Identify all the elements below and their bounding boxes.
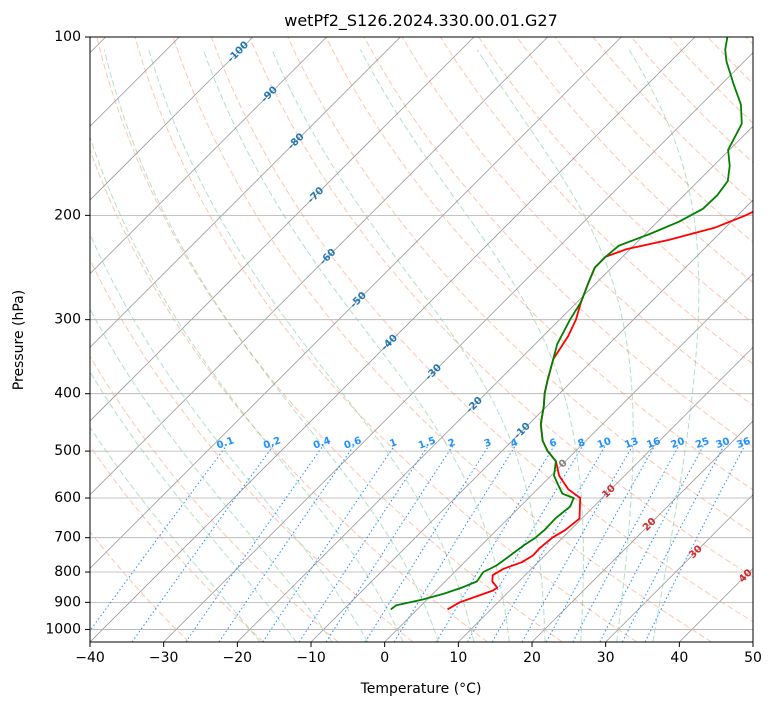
y-axis: 100 200 300 400 500 600 700 800 900 1000 bbox=[45, 29, 90, 637]
mixing-ratio-line bbox=[262, 445, 395, 642]
x-tick-label: 10 bbox=[449, 650, 467, 666]
mixing-ratio-line bbox=[621, 445, 725, 642]
mixing-ratio-label: 2 bbox=[447, 437, 457, 450]
moist-adiabat bbox=[148, 49, 475, 642]
mixing-ratio-line bbox=[521, 445, 633, 642]
dry-adiabat bbox=[90, 148, 488, 642]
isotherm bbox=[90, 37, 696, 642]
moist-adiabat bbox=[628, 49, 700, 642]
y-tick-label: 1000 bbox=[45, 621, 81, 637]
x-tick-label: −20 bbox=[223, 650, 253, 666]
sounding-lines bbox=[390, 37, 753, 611]
dry-adiabat bbox=[439, 37, 753, 365]
dry-adiabat bbox=[90, 531, 190, 642]
y-axis-label: Pressure (hPa) bbox=[11, 290, 27, 390]
background-lines bbox=[90, 37, 753, 642]
isotherm bbox=[90, 37, 254, 201]
x-tick-label: −30 bbox=[149, 650, 179, 666]
mixing-ratio-label: 36 bbox=[735, 436, 752, 451]
dry-adiabat bbox=[90, 355, 339, 642]
y-tick-label: 900 bbox=[54, 594, 81, 610]
y-tick-label: 800 bbox=[54, 564, 81, 580]
mixing-ratio-label: 6 bbox=[548, 437, 558, 450]
y-tick-label: 600 bbox=[54, 490, 81, 506]
mixing-ratio-label: 1 bbox=[388, 437, 398, 450]
y-tick-label: 700 bbox=[54, 530, 81, 546]
dry-adiabat bbox=[172, 37, 712, 642]
mixing-ratio-line bbox=[325, 445, 454, 642]
dry-adiabat bbox=[516, 37, 753, 284]
moist-adiabat bbox=[271, 49, 546, 642]
y-tick-label: 300 bbox=[54, 312, 81, 328]
isotherm bbox=[90, 37, 327, 275]
x-tick-label: −40 bbox=[75, 650, 105, 666]
mixing-ratio-line bbox=[185, 445, 324, 642]
y-tick-label: 200 bbox=[54, 207, 81, 223]
x-tick-label: 40 bbox=[670, 650, 688, 666]
mixing-ratio-line bbox=[644, 445, 746, 642]
y-tick-label: 500 bbox=[54, 443, 81, 459]
mixing-ratio-label: 13 bbox=[623, 436, 640, 451]
mixing-ratio-line bbox=[467, 445, 584, 642]
dry-adiabat bbox=[90, 445, 264, 642]
mixing-ratio-line bbox=[364, 445, 490, 642]
mixing-ratio-line bbox=[393, 445, 516, 642]
dry-adiabat bbox=[325, 37, 753, 491]
isotherm bbox=[163, 52, 753, 642]
isotherm bbox=[90, 37, 548, 496]
y-tick-label: 100 bbox=[54, 29, 81, 45]
moist-adiabat bbox=[202, 49, 510, 642]
x-tick-label: 20 bbox=[523, 650, 541, 666]
dry-adiabat bbox=[134, 37, 638, 642]
dry-adiabat bbox=[401, 37, 753, 406]
plot-frame bbox=[89, 36, 754, 643]
mixing-ratio-label: 20 bbox=[669, 436, 686, 451]
moist-adiabat bbox=[90, 426, 261, 642]
dry-adiabat bbox=[96, 37, 563, 642]
mixing-ratio-line bbox=[298, 445, 429, 642]
isotherm bbox=[458, 346, 753, 642]
mixing-ratio-label: 25 bbox=[694, 436, 711, 451]
isotherm bbox=[90, 37, 475, 422]
moist-adiabat bbox=[90, 308, 333, 642]
isotherm bbox=[605, 494, 753, 642]
x-tick-label: 50 bbox=[744, 650, 762, 666]
mixing-ratio-label: 3 bbox=[483, 437, 493, 450]
dewpoint-line bbox=[390, 37, 743, 611]
mixing-ratio-label: 4 bbox=[509, 437, 519, 450]
chart-title: wetPf2_S126.2024.330.00.01.G27 bbox=[284, 11, 558, 31]
moist-adiabat bbox=[90, 232, 369, 642]
mixing-ratio-line bbox=[545, 445, 656, 642]
isotherm bbox=[531, 420, 753, 642]
moist-adiabat bbox=[476, 49, 634, 642]
isotherm bbox=[310, 199, 753, 642]
y-tick-label: 400 bbox=[54, 386, 81, 402]
mixing-ratio-line bbox=[218, 445, 355, 642]
mixing-ratio-label: 16 bbox=[645, 436, 662, 451]
mixing-ratio-line bbox=[435, 445, 555, 642]
isotherm bbox=[90, 37, 401, 348]
mixing-ratio-line bbox=[131, 445, 274, 642]
x-axis-label: Temperature (°C) bbox=[360, 681, 482, 697]
dry-adiabat bbox=[90, 258, 414, 642]
moist-adiabat bbox=[90, 135, 404, 642]
isotherm bbox=[90, 37, 622, 569]
isotherm bbox=[384, 273, 753, 642]
isotherm bbox=[237, 125, 753, 642]
dry-adiabat bbox=[249, 37, 753, 578]
x-tick-label: 30 bbox=[597, 650, 615, 666]
x-tick-label: 0 bbox=[380, 650, 389, 666]
mixing-ratio-label: 30 bbox=[715, 436, 732, 451]
mixing-ratio-label: 8 bbox=[577, 437, 587, 450]
x-axis: −40 −30 −20 −10 0 10 20 30 40 50 bbox=[75, 642, 762, 666]
mixing-ratio-label: 10 bbox=[596, 436, 613, 451]
x-tick-label: −10 bbox=[296, 650, 326, 666]
moist-adiabat bbox=[103, 49, 439, 642]
